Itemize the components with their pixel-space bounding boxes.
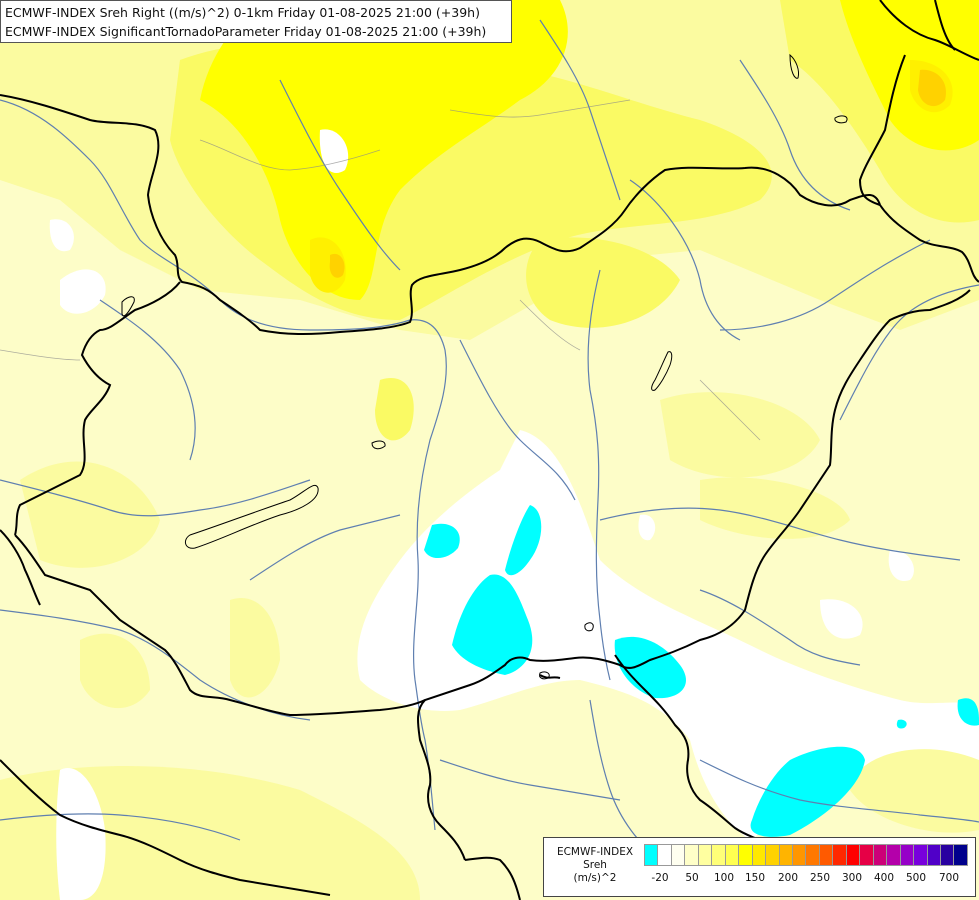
legend-swatch xyxy=(899,844,915,866)
legend-swatch xyxy=(751,844,767,866)
sreh-orange-fields xyxy=(329,69,946,278)
legend-swatch xyxy=(859,844,874,866)
legend-tick-label: 300 xyxy=(841,872,863,884)
sreh-strong-fields xyxy=(200,0,979,300)
legend-swatch xyxy=(818,844,834,866)
legend-swatch xyxy=(738,844,753,866)
legend-swatch xyxy=(832,844,847,866)
legend-tick-label: 150 xyxy=(744,872,766,884)
legend-swatch xyxy=(684,844,699,866)
legend-tick-label: 50 xyxy=(685,872,699,884)
legend-swatch xyxy=(765,844,780,866)
legend-tick-label: 500 xyxy=(905,872,927,884)
legend-swatch xyxy=(711,844,726,866)
legend-tick-label: 100 xyxy=(713,872,735,884)
legend-swatch xyxy=(657,844,672,866)
legend-swatch xyxy=(845,844,861,866)
legend-tick-label: 700 xyxy=(938,872,960,884)
legend-swatch xyxy=(872,844,888,866)
legend-swatch xyxy=(644,844,659,866)
legend-swatch xyxy=(724,844,740,866)
color-legend: ECMWF-INDEX Sreh (m/s)^2 -20 50 100 150 200 2… xyxy=(543,837,976,897)
sreh-cyan-fields xyxy=(424,505,979,837)
legend-tick-label: 250 xyxy=(809,872,831,884)
legend-swatch xyxy=(805,844,820,866)
legend-tick-label: -20 xyxy=(651,872,669,884)
legend-swatch xyxy=(913,844,928,866)
legend-title-line-1: ECMWF-INDEX xyxy=(556,846,634,858)
legend-title: ECMWF-INDEX Sreh (m/s)^2 xyxy=(546,846,644,885)
legend-swatch xyxy=(778,844,793,866)
map-title-line-2: ECMWF-INDEX SignificantTornadoParameter … xyxy=(5,24,487,39)
legend-swatch xyxy=(791,844,807,866)
legend-swatch xyxy=(926,844,941,866)
legend-color-scale xyxy=(644,844,968,866)
region-boundaries xyxy=(0,99,761,441)
legend-title-line-2: Sreh xyxy=(583,859,607,871)
legend-swatch xyxy=(953,844,968,866)
legend-tick-label: 200 xyxy=(777,872,799,884)
map-title-box: ECMWF-INDEX Sreh Right ((m/s)^2) 0-1km F… xyxy=(0,0,512,43)
sreh-white-fields xyxy=(49,129,979,900)
legend-swatch xyxy=(670,844,686,866)
map-title-line-1: ECMWF-INDEX Sreh Right ((m/s)^2) 0-1km F… xyxy=(5,5,480,20)
legend-swatch xyxy=(939,844,955,866)
legend-swatch xyxy=(697,844,713,866)
legend-tick-label: 400 xyxy=(873,872,895,884)
legend-tick-labels: -20 50 100 150 200 250 300 400 500 700 xyxy=(644,872,967,888)
legend-swatch xyxy=(886,844,901,866)
legend-title-line-3: (m/s)^2 xyxy=(573,872,617,884)
